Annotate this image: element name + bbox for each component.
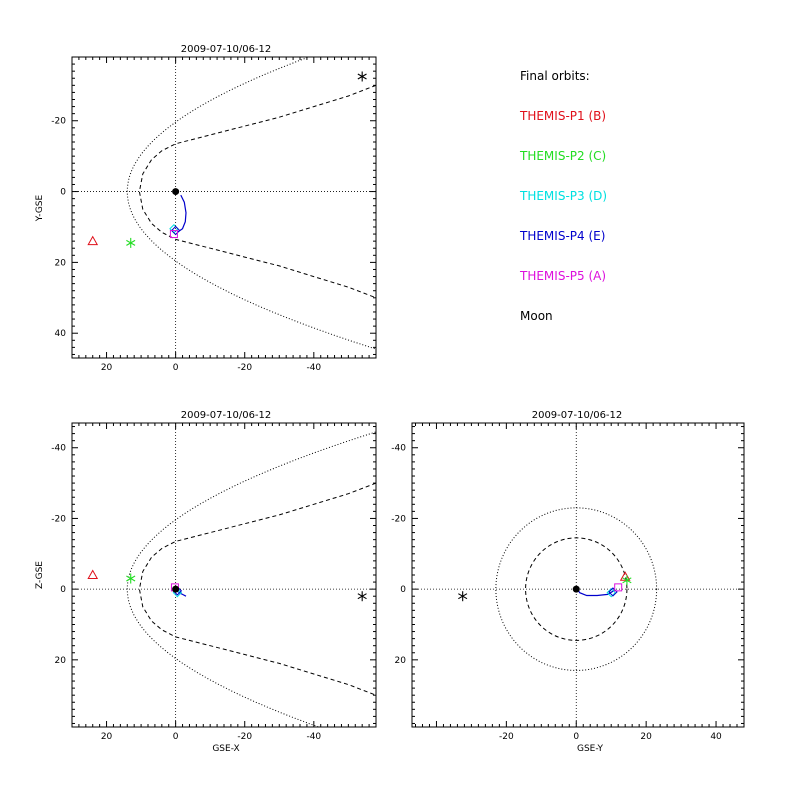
plot-area <box>72 57 376 358</box>
bow-shock-circle <box>495 507 658 671</box>
ytick-label: -20 <box>51 117 66 127</box>
xtick-label: -20 <box>237 732 252 742</box>
xtick-label: 20 <box>640 732 652 742</box>
marker-P1 <box>87 235 99 246</box>
panel-xz-title: 2009-07-10/06-12 <box>181 410 272 421</box>
panel-yz-title: 2009-07-10/06-12 <box>532 410 623 421</box>
panel-yz-xlabel: GSE-Y <box>577 744 604 754</box>
legend-item: THEMIS-P1 (B) <box>519 109 606 123</box>
panel-xz-xlabel: GSE-X <box>212 744 239 754</box>
xtick-label: 0 <box>573 732 579 742</box>
ytick-label: -40 <box>391 444 406 454</box>
magnetopause-circle <box>525 537 628 641</box>
ytick-label: 20 <box>395 656 407 666</box>
ytick-label: -20 <box>391 514 406 524</box>
panel-xy-plot: 20 0 -20 -40 -20 0 20 40 <box>51 56 377 373</box>
panel-yz-plot: -20 0 20 40 -40 -20 0 20 <box>391 422 745 742</box>
plot-area <box>412 423 744 727</box>
ytick-label: 0 <box>60 188 66 198</box>
legend-item: Moon <box>520 309 553 323</box>
legend-items: THEMIS-P1 (B) THEMIS-P2 (C) THEMIS-P3 (D) T… <box>519 109 607 323</box>
earth-dot <box>172 188 180 196</box>
orbit-P4 <box>177 194 187 233</box>
marker-P4 <box>170 225 181 236</box>
ytick-label: 20 <box>55 258 67 268</box>
marker-moon <box>357 591 367 602</box>
plot-area <box>72 423 376 727</box>
panel-xy-ylabel: Y-GSE <box>35 195 45 223</box>
marker-moon <box>458 591 468 602</box>
xtick-label: -40 <box>306 732 321 742</box>
legend-item: THEMIS-P2 (C) <box>519 149 606 163</box>
bow-shock-curve <box>126 57 376 350</box>
magnetopause-curve <box>138 482 376 696</box>
panel-xz-ylabel: Z-GSE <box>35 561 45 589</box>
ytick-label: 20 <box>55 656 67 666</box>
plot-frame <box>71 56 377 359</box>
xtick-label: 20 <box>101 732 113 742</box>
magnetopause-curve <box>138 84 376 299</box>
legend-item: THEMIS-P3 (D) <box>519 189 607 203</box>
xtick-label: 0 <box>173 732 179 742</box>
legend-item: THEMIS-P4 (E) <box>519 229 605 243</box>
xtick-label: -40 <box>306 363 321 373</box>
panel-xz-plane: 2009-07-10/06-12 Z-GSE GSE-X 20 0 -20 -40 -4… <box>35 410 377 754</box>
marker-P5 <box>614 583 623 592</box>
xtick-label: -20 <box>499 732 514 742</box>
bow-shock-curve <box>126 431 376 727</box>
xtick-label: 40 <box>710 732 722 742</box>
panel-xy-plane: 2009-07-10/06-12 Y-GSE 20 0 -20 -40 -20 0 20 40 <box>35 44 377 373</box>
ytick-label: 0 <box>60 585 66 595</box>
marker-P2 <box>622 575 632 586</box>
marker-P3 <box>606 587 616 598</box>
marker-P2 <box>126 237 136 248</box>
xtick-label: 0 <box>173 363 179 373</box>
legend-item: THEMIS-P5 (A) <box>519 269 606 283</box>
xtick-label: 20 <box>101 363 113 373</box>
panel-xy-title: 2009-07-10/06-12 <box>181 44 272 55</box>
ytick-label: -40 <box>51 444 66 454</box>
legend-title: Final orbits: <box>520 69 590 83</box>
panel-xz-plot: 20 0 -20 -40 -40 -20 0 20 <box>51 422 377 742</box>
earth-dot <box>172 585 180 593</box>
ytick-label: 40 <box>55 329 67 339</box>
marker-P1 <box>87 569 99 579</box>
plot-frame <box>411 422 745 728</box>
legend: Final orbits: THEMIS-P1 (B) THEMIS-P2 (C)… <box>519 69 607 323</box>
marker-moon <box>357 71 367 82</box>
earth-dot <box>572 585 580 593</box>
xtick-label: -20 <box>237 363 252 373</box>
marker-P5 <box>169 230 178 239</box>
plot-frame <box>71 422 377 728</box>
panel-yz-plane: 2009-07-10/06-12 GSE-Y -20 0 20 40 -40 -20 0 20 <box>391 410 745 754</box>
ytick-label: 0 <box>400 585 406 595</box>
marker-P2 <box>126 573 136 584</box>
ytick-label: -20 <box>51 514 66 524</box>
